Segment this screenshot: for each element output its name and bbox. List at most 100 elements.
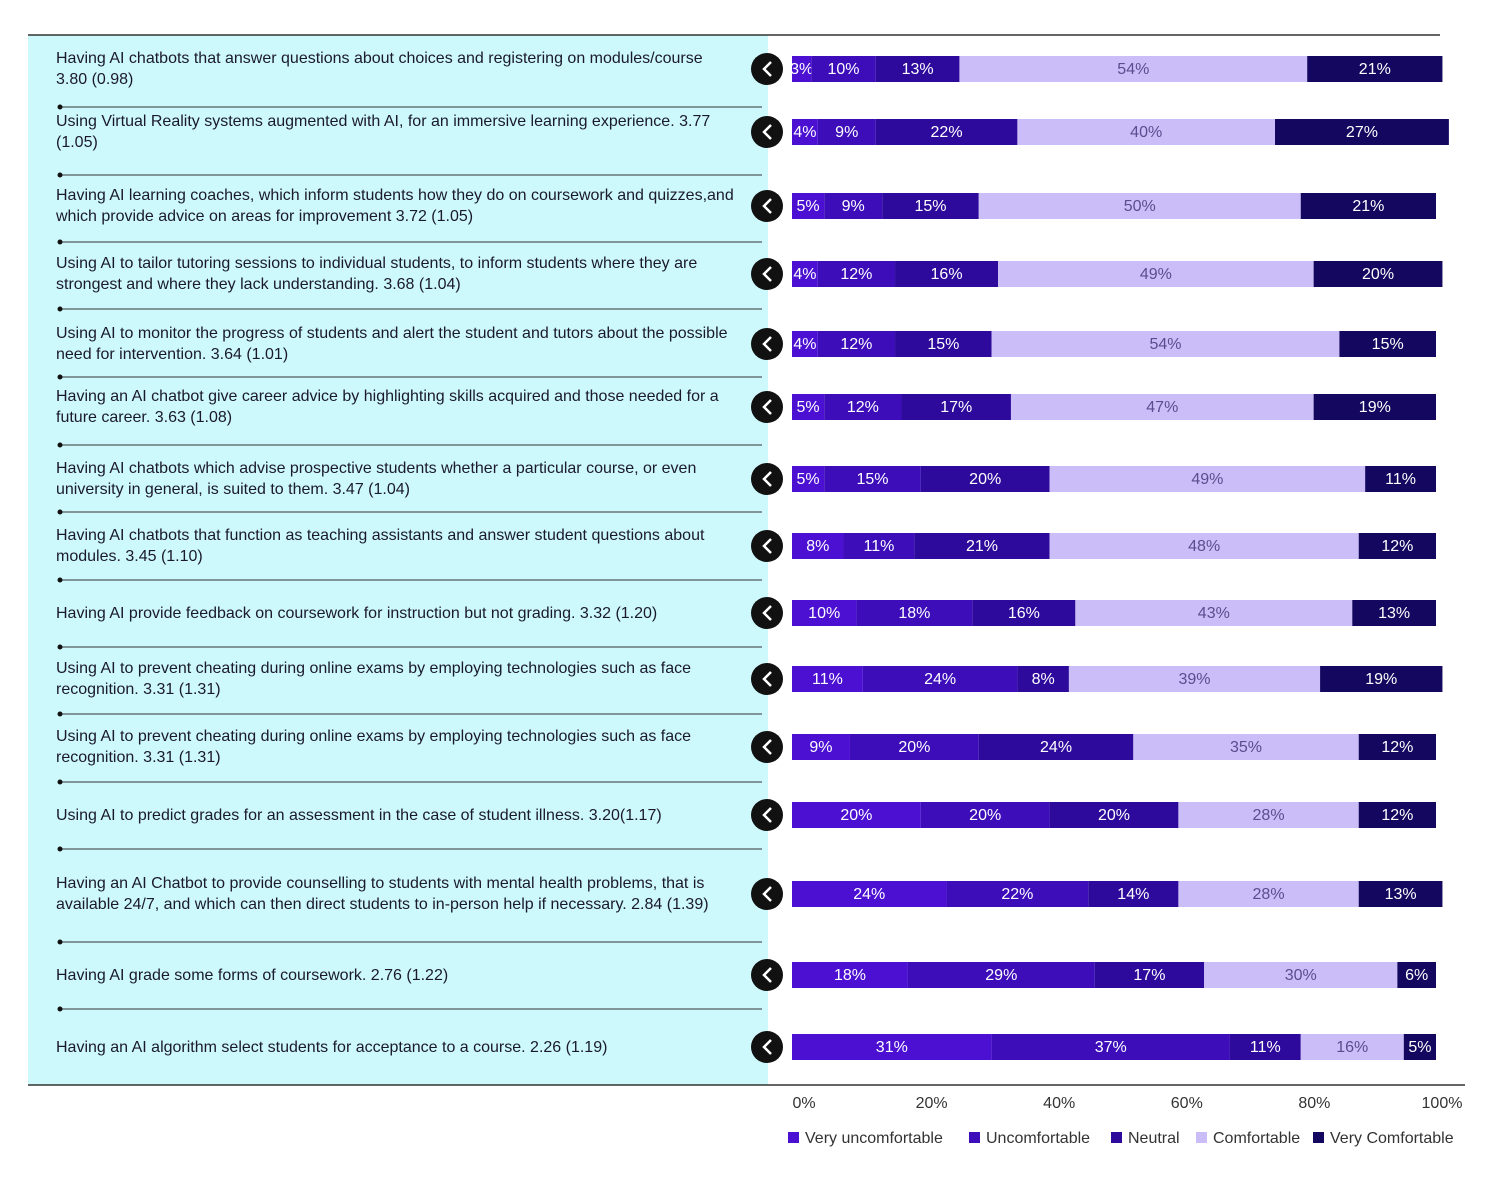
collapse-button[interactable] (751, 391, 783, 423)
chevron-icon (762, 124, 772, 140)
category-label: Using Virtual Reality systems augmented … (56, 113, 711, 151)
value-label: 29% (985, 967, 1017, 984)
value-label: 22% (931, 124, 963, 141)
separator-dot (57, 442, 63, 448)
legend-label: Neutral (1128, 1130, 1180, 1147)
value-label: 12% (847, 399, 879, 416)
bar-segment (843, 533, 915, 559)
separator-dot (57, 939, 63, 945)
collapse-button[interactable] (751, 1031, 783, 1063)
x-tick-label: 20% (916, 1095, 948, 1112)
bar-segment (991, 1034, 1230, 1060)
bar-segment (824, 466, 921, 492)
collapse-button[interactable] (751, 190, 783, 222)
value-label: 5% (1408, 1039, 1431, 1056)
value-label: 20% (969, 807, 1001, 824)
bar-segment (817, 119, 876, 145)
category-label: Using AI to predict grades for an assess… (56, 806, 662, 824)
value-label: 3% (790, 61, 813, 78)
collapse-button[interactable] (751, 663, 783, 695)
chevron-icon (762, 198, 772, 214)
x-tick-label: 0% (792, 1095, 815, 1112)
bar-segment (792, 1034, 992, 1060)
bar-segment (875, 119, 1018, 145)
bar-segment (862, 666, 1018, 692)
value-label: 15% (1372, 336, 1404, 353)
value-label: 11% (1385, 471, 1416, 488)
collapse-button[interactable] (751, 597, 783, 629)
value-label: 54% (1117, 61, 1149, 78)
bar-segment (875, 56, 960, 82)
value-label: 28% (1253, 807, 1285, 824)
value-label: 16% (1336, 1039, 1368, 1056)
bar-segment (1365, 466, 1436, 492)
legend-swatch (969, 1132, 980, 1143)
bar-segment (792, 466, 825, 492)
bar-segment (817, 261, 896, 287)
collapse-button[interactable] (751, 530, 783, 562)
collapse-button[interactable] (751, 731, 783, 763)
value-label: 35% (1230, 739, 1262, 756)
value-label: 31% (876, 1039, 908, 1056)
bar-segment (1352, 600, 1436, 626)
value-label: 4% (793, 266, 816, 283)
separator-dot (57, 846, 63, 852)
collapse-button[interactable] (751, 959, 783, 991)
bar-segment (972, 600, 1076, 626)
separator-dot (57, 644, 63, 650)
value-label: 30% (1285, 967, 1317, 984)
bar-segment (824, 394, 902, 420)
separator-dot (57, 779, 63, 785)
bar-segment (959, 56, 1308, 82)
value-label: 17% (940, 399, 972, 416)
legend-label: Uncomfortable (986, 1130, 1090, 1147)
legend-swatch (1313, 1132, 1324, 1143)
legend-label: Very uncomfortable (805, 1130, 943, 1147)
bar-segment (920, 802, 1050, 828)
bar-segment (817, 331, 896, 357)
bar-segment (946, 881, 1089, 907)
separator-dot (57, 306, 63, 312)
bar-segment (1229, 1034, 1301, 1060)
value-label: 54% (1150, 336, 1182, 353)
value-label: 11% (1250, 1039, 1281, 1056)
separator-dot (57, 509, 63, 515)
value-label: 20% (1098, 807, 1130, 824)
value-label: 8% (806, 538, 829, 555)
collapse-button[interactable] (751, 53, 783, 85)
value-label: 18% (898, 605, 930, 622)
category-label: Having an AI Chatbot to provide counsell… (56, 875, 709, 913)
category-label: Using AI to monitor the progress of stud… (56, 325, 728, 363)
bar-segment (895, 261, 999, 287)
bar-segment (1049, 802, 1179, 828)
collapse-button[interactable] (751, 799, 783, 831)
collapse-button[interactable] (751, 116, 783, 148)
value-label: 9% (835, 124, 858, 141)
bar-segment (792, 331, 818, 357)
bar-segment (1313, 394, 1436, 420)
value-label: 12% (840, 266, 872, 283)
chevron-icon (762, 886, 772, 902)
value-label: 40% (1130, 124, 1162, 141)
value-label: 9% (809, 739, 832, 756)
collapse-button[interactable] (751, 878, 783, 910)
value-label: 5% (797, 198, 820, 215)
value-label: 48% (1188, 538, 1220, 555)
value-label: 15% (927, 336, 959, 353)
bar-segment (914, 533, 1050, 559)
bar-segment (824, 193, 883, 219)
bar-segment (978, 734, 1134, 760)
bar-segment (907, 962, 1095, 988)
collapse-button[interactable] (751, 258, 783, 290)
bar-segment (1358, 881, 1443, 907)
collapse-button[interactable] (751, 463, 783, 495)
bar-segment (792, 56, 812, 82)
bar-segment (1017, 119, 1275, 145)
collapse-button[interactable] (751, 328, 783, 360)
bar-segment (792, 533, 844, 559)
separator-dot (57, 1006, 63, 1012)
bar-segment (1320, 666, 1443, 692)
bar-segment (1300, 193, 1436, 219)
bar-segment (1068, 666, 1321, 692)
value-label: 50% (1124, 198, 1156, 215)
